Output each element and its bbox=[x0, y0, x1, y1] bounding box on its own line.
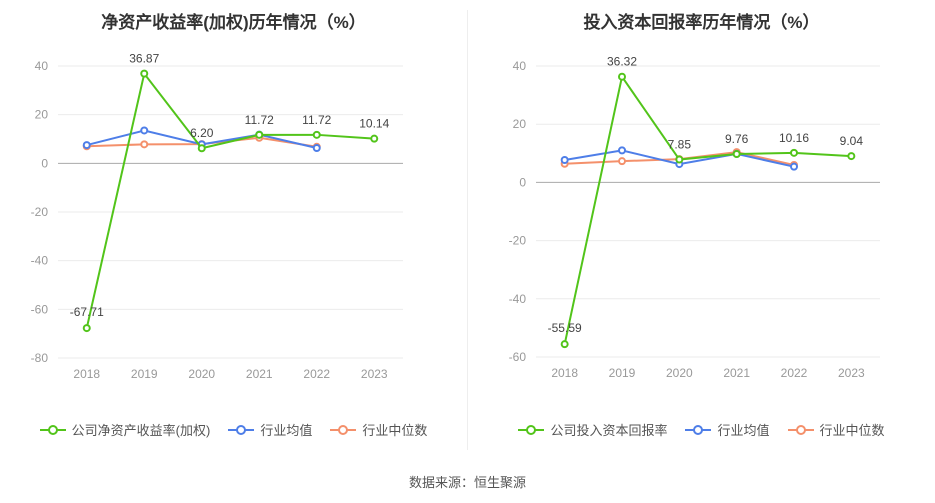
y-tick-label: -20 bbox=[31, 205, 49, 219]
legend-line-marker-icon bbox=[787, 424, 814, 435]
data-point bbox=[675, 155, 684, 164]
roic-chart: -60 -40 -20 0 20 40 2018 2019 2020 2021 2022 2023 -5… bbox=[509, 55, 880, 380]
data-label: 10.16 bbox=[779, 131, 809, 145]
data-point bbox=[790, 148, 798, 157]
data-point bbox=[255, 130, 264, 139]
data-point bbox=[82, 141, 91, 150]
x-tick-label: 2021 bbox=[246, 367, 273, 381]
x-tick-label: 2023 bbox=[361, 367, 388, 381]
series-line bbox=[85, 71, 375, 329]
data-point bbox=[618, 146, 626, 155]
legend-label: 行业中位数 bbox=[819, 423, 885, 438]
series-line bbox=[563, 74, 852, 345]
roe-chart: -80 -60 -40 -20 0 20 40 2018 2019 2020 2021 2022 202… bbox=[31, 52, 403, 381]
data-label: 11.72 bbox=[302, 113, 331, 127]
x-tick-label: 2020 bbox=[188, 367, 215, 381]
data-point bbox=[370, 134, 379, 143]
x-tick-label: 2018 bbox=[73, 367, 100, 381]
legend-item-industry-median[interactable]: 行业中位数 bbox=[330, 420, 427, 439]
data-label: 36.87 bbox=[129, 52, 159, 66]
legend-line-marker-icon bbox=[685, 424, 712, 435]
data-point bbox=[847, 152, 856, 161]
y-tick-label: -80 bbox=[31, 351, 49, 365]
data-label: 9.04 bbox=[840, 134, 864, 148]
roic-chart-panel: 投入资本回报率历年情况（%） -60 -40 -20 0 20 40 2018 2019 202… bbox=[468, 0, 935, 460]
data-label: -55.59 bbox=[548, 321, 582, 335]
roic-chart-legend: 公司投入资本回报率 行业均值 行业中位数 bbox=[468, 420, 935, 439]
y-tick-label: 40 bbox=[35, 59, 49, 73]
legend-line-marker-icon bbox=[518, 424, 545, 435]
data-point bbox=[82, 324, 91, 333]
data-point bbox=[197, 144, 206, 153]
x-tick-label: 2019 bbox=[609, 366, 636, 380]
y-tick-label: -40 bbox=[509, 292, 527, 306]
legend-line-marker-icon bbox=[330, 424, 357, 435]
data-label: 36.32 bbox=[607, 55, 637, 69]
data-label: -67.71 bbox=[70, 305, 104, 319]
legend-label: 行业均值 bbox=[717, 423, 770, 438]
legend-item-company-roic[interactable]: 公司投入资本回报率 bbox=[518, 420, 667, 439]
x-tick-label: 2022 bbox=[303, 367, 330, 381]
roic-chart-title: 投入资本回报率历年情况（%） bbox=[583, 13, 820, 32]
x-tick-label: 2020 bbox=[666, 366, 693, 380]
legend-line-marker-icon bbox=[228, 424, 255, 435]
y-tick-label: 40 bbox=[513, 59, 527, 73]
x-tick-label: 2022 bbox=[781, 366, 808, 380]
y-tick-label: -60 bbox=[31, 302, 49, 316]
x-tick-label: 2019 bbox=[131, 367, 158, 381]
legend-item-industry-avg[interactable]: 行业均值 bbox=[228, 420, 312, 439]
legend-label: 行业均值 bbox=[260, 423, 313, 438]
x-tick-label: 2023 bbox=[838, 366, 865, 380]
data-point bbox=[618, 157, 626, 166]
data-point bbox=[560, 155, 569, 164]
data-point bbox=[140, 69, 149, 78]
roe-chart-title: 净资产收益率(加权)历年情况（%） bbox=[101, 13, 366, 32]
data-label: 10.14 bbox=[359, 117, 389, 131]
data-label: 9.76 bbox=[725, 132, 749, 146]
data-point bbox=[312, 130, 321, 139]
legend-label: 行业中位数 bbox=[362, 423, 428, 438]
data-point bbox=[560, 340, 569, 349]
y-tick-label: 20 bbox=[513, 117, 527, 131]
roe-chart-legend: 公司净资产收益率(加权) 行业均值 行业中位数 bbox=[0, 420, 467, 439]
data-label: 11.72 bbox=[245, 113, 274, 127]
y-tick-label: 0 bbox=[519, 175, 526, 189]
y-tick-label: 20 bbox=[35, 108, 49, 122]
data-point bbox=[312, 144, 321, 153]
data-point bbox=[618, 72, 626, 81]
legend-item-industry-avg[interactable]: 行业均值 bbox=[685, 420, 770, 439]
legend-item-company-roe[interactable]: 公司净资产收益率(加权) bbox=[39, 420, 211, 439]
data-point bbox=[140, 140, 149, 149]
data-label: 7.85 bbox=[668, 138, 692, 152]
data-point bbox=[790, 162, 798, 171]
x-tick-label: 2021 bbox=[723, 366, 750, 380]
data-point bbox=[732, 149, 741, 158]
legend-item-industry-median[interactable]: 行业中位数 bbox=[787, 420, 885, 439]
data-point bbox=[140, 126, 149, 135]
y-tick-label: 0 bbox=[41, 156, 48, 170]
roe-chart-panel: 净资产收益率(加权)历年情况（%） -80 -60 -40 -20 0 20 40 2018 2… bbox=[0, 0, 467, 460]
y-tick-label: -60 bbox=[509, 350, 527, 364]
x-tick-label: 2018 bbox=[551, 366, 578, 380]
panel-divider bbox=[467, 10, 468, 450]
y-tick-label: -20 bbox=[509, 234, 527, 248]
legend-label: 公司投入资本回报率 bbox=[550, 423, 668, 438]
y-tick-label: -40 bbox=[31, 254, 49, 268]
data-label: 6.20 bbox=[190, 126, 214, 140]
legend-line-marker-icon bbox=[39, 424, 66, 435]
legend-label: 公司净资产收益率(加权) bbox=[71, 423, 211, 438]
data-source: 数据来源：恒生聚源 bbox=[408, 475, 526, 490]
